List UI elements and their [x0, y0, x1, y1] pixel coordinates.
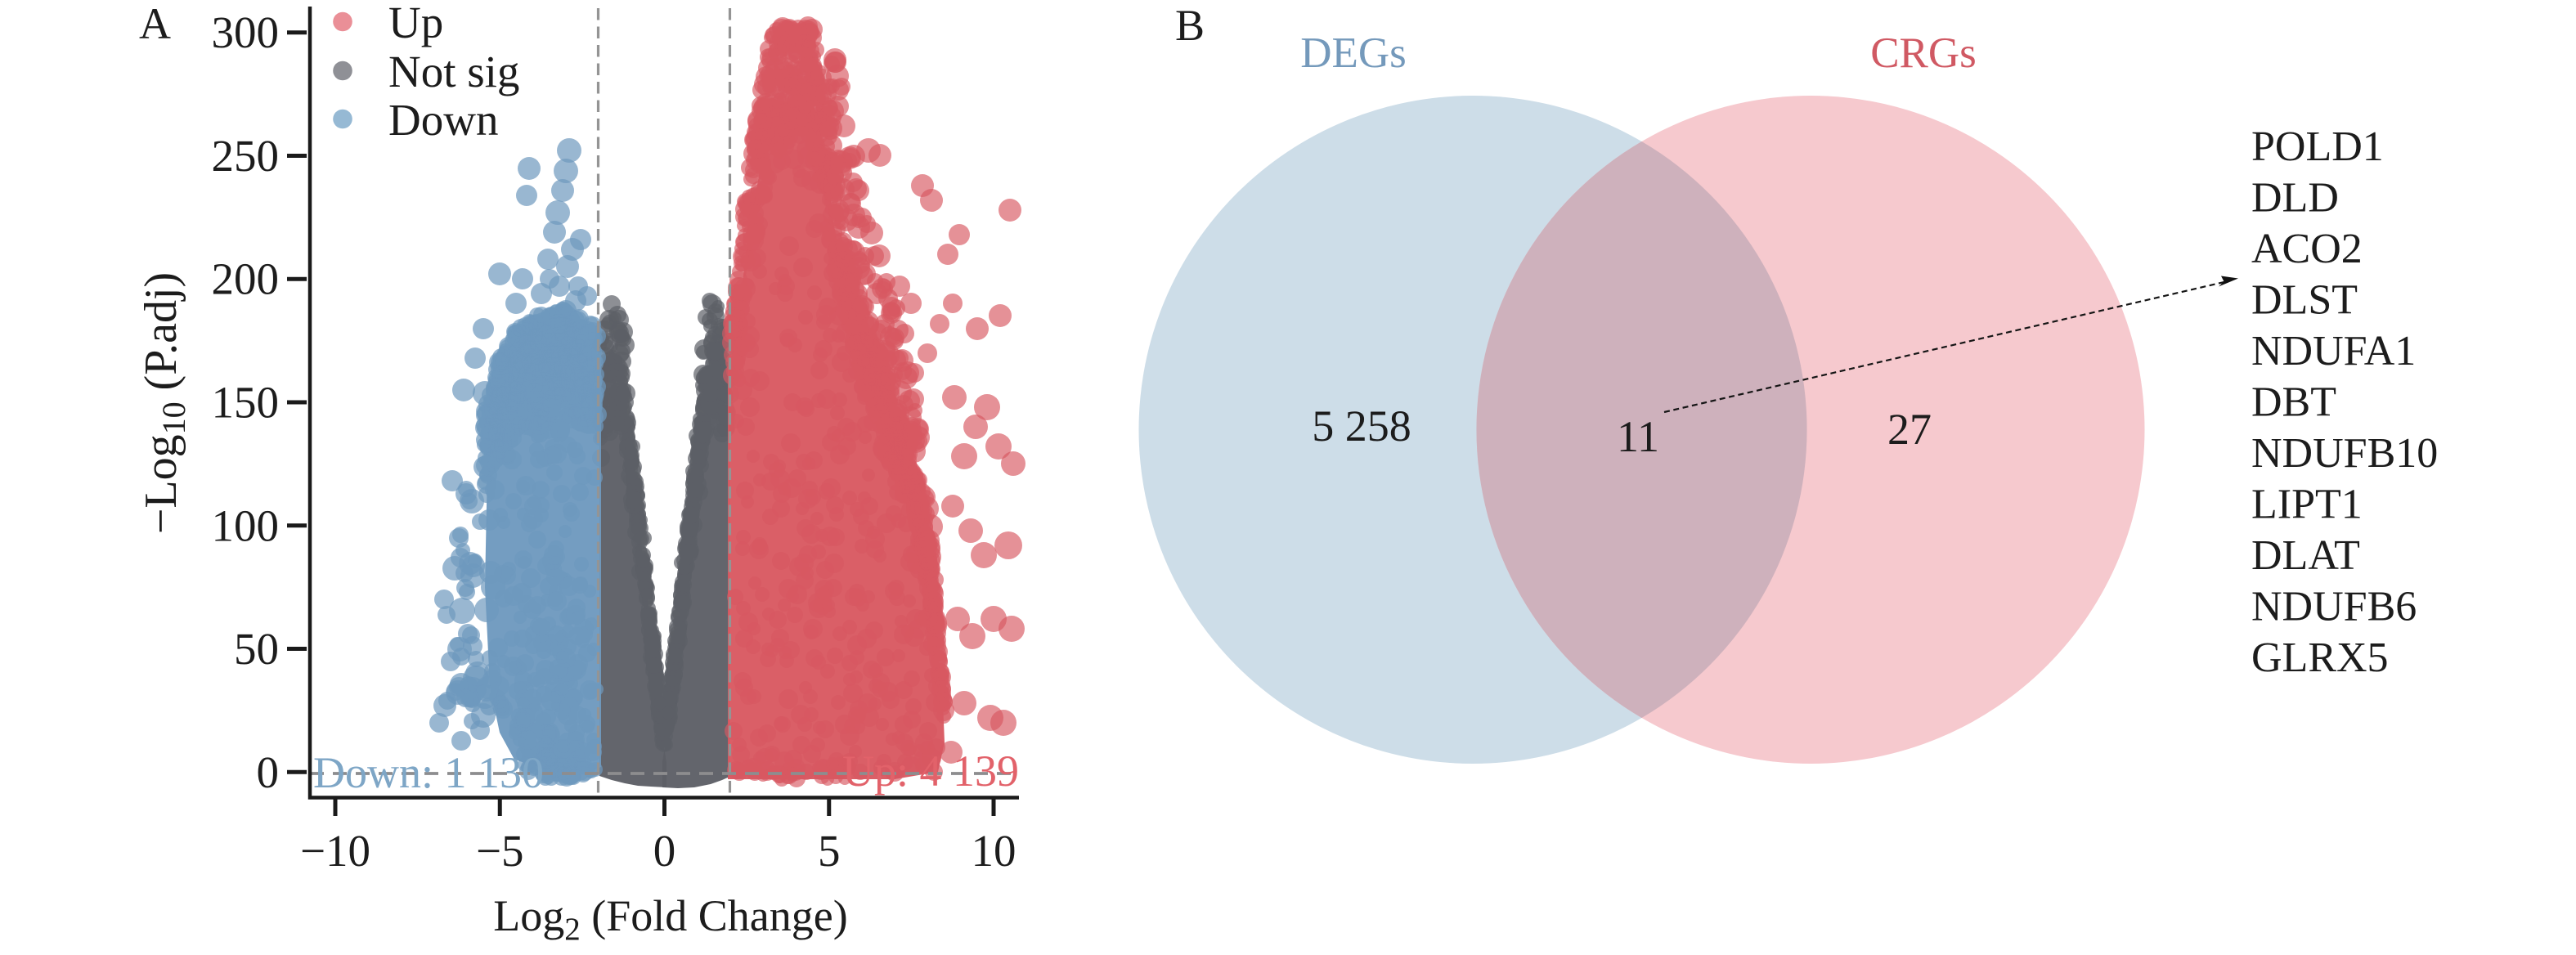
svg-text:50: 50: [234, 624, 279, 674]
svg-text:Log2 (Fold Change): Log2 (Fold Change): [493, 891, 847, 947]
svg-text:CRGs: CRGs: [1870, 29, 1977, 77]
svg-text:NDUFB6: NDUFB6: [2251, 584, 2417, 630]
svg-text:150: 150: [212, 378, 280, 428]
svg-text:DBT: DBT: [2251, 379, 2336, 426]
svg-text:GLRX5: GLRX5: [2251, 634, 2389, 681]
svg-text:5: 5: [818, 826, 841, 876]
svg-text:250: 250: [212, 131, 280, 181]
svg-text:NDUFA1: NDUFA1: [2251, 328, 2416, 374]
svg-text:Not sig: Not sig: [388, 47, 519, 96]
svg-text:Down: 1 130: Down: 1 130: [313, 748, 544, 797]
svg-text:Up: 4 139: Up: 4 139: [842, 747, 1019, 796]
svg-text:Up: Up: [388, 0, 443, 47]
svg-text:200: 200: [212, 254, 280, 304]
svg-text:Down: Down: [388, 95, 498, 145]
svg-text:0: 0: [653, 826, 676, 876]
svg-text:DLST: DLST: [2251, 277, 2358, 324]
svg-text:27: 27: [1887, 405, 1932, 454]
svg-text:DLAT: DLAT: [2251, 532, 2360, 579]
svg-text:NDUFB10: NDUFB10: [2251, 430, 2438, 477]
svg-text:A: A: [139, 0, 171, 48]
svg-text:−5: −5: [476, 826, 524, 876]
svg-text:POLD1: POLD1: [2251, 123, 2384, 170]
svg-text:LIPT1: LIPT1: [2251, 482, 2363, 528]
svg-text:10: 10: [972, 826, 1016, 876]
svg-text:B: B: [1175, 1, 1205, 50]
svg-text:DEGs: DEGs: [1300, 29, 1407, 77]
svg-text:0: 0: [257, 747, 280, 797]
svg-text:11: 11: [1617, 412, 1659, 461]
svg-text:−10: −10: [300, 826, 370, 876]
svg-text:5 258: 5 258: [1312, 401, 1411, 451]
svg-text:ACO2: ACO2: [2251, 226, 2363, 272]
svg-text:DLD: DLD: [2251, 175, 2339, 222]
svg-text:100: 100: [212, 500, 280, 550]
svg-text:300: 300: [212, 7, 280, 57]
